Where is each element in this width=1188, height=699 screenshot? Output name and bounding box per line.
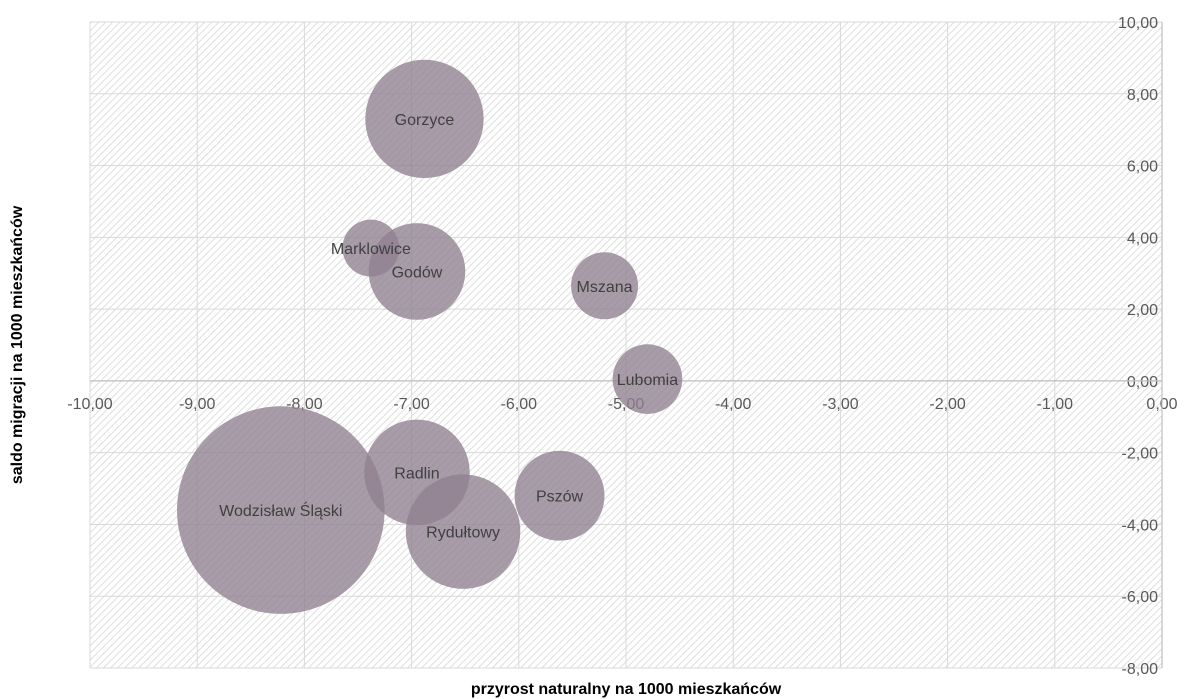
x-tick-label: -7,00 (393, 396, 430, 413)
bubble-label: Godów (392, 264, 443, 281)
bubble (514, 450, 605, 541)
bubble-label: Wodzisław Śląski (219, 501, 342, 520)
bubble-label: Rydułtowy (426, 525, 500, 542)
y-tick-label: -2,00 (1122, 446, 1159, 463)
bubble-label: Gorzyce (395, 112, 455, 129)
y-tick-label: 4,00 (1127, 230, 1158, 247)
axes: -10,00-9,00-8,00-7,00-6,00-5,00-4,00-3,0… (67, 15, 1177, 678)
y-axis-title: saldo migracji na 1000 mieszkańców (9, 205, 26, 484)
x-tick-label: -10,00 (67, 396, 112, 413)
bubble (612, 344, 683, 414)
x-tick-label: -9,00 (179, 396, 216, 413)
y-tick-label: -4,00 (1122, 517, 1159, 534)
bubble-label: Pszów (536, 489, 584, 506)
bubble-label: Mszana (577, 279, 633, 296)
bubble (177, 406, 385, 614)
x-axis-title: przyrost naturalny na 1000 mieszkańców (471, 681, 782, 698)
y-tick-label: 6,00 (1127, 159, 1158, 176)
y-tick-label: -8,00 (1122, 661, 1159, 678)
y-tick-label: 0,00 (1127, 374, 1158, 391)
bubble (368, 223, 466, 320)
x-tick-label: -4,00 (715, 396, 752, 413)
x-tick-label: -3,00 (822, 396, 859, 413)
x-tick-label: -1,00 (1037, 396, 1074, 413)
y-tick-label: 10,00 (1118, 15, 1158, 32)
bubble (405, 474, 521, 589)
y-tick-label: 2,00 (1127, 302, 1158, 319)
bubble (571, 252, 639, 320)
x-tick-label: -2,00 (929, 396, 966, 413)
bubble-label: Radlin (394, 465, 439, 482)
bubble (365, 59, 484, 179)
bubble-label: Marklowice (331, 241, 411, 258)
bubble-labels: Gorzyce Marklowice Godów Mszana Lubomia Radli… (219, 112, 678, 542)
y-tick-label: -6,00 (1122, 589, 1159, 606)
bubble-label: Lubomia (617, 372, 678, 389)
y-tick-label: 8,00 (1127, 87, 1158, 104)
bubbles (177, 59, 683, 614)
x-tick-label: -6,00 (501, 396, 538, 413)
